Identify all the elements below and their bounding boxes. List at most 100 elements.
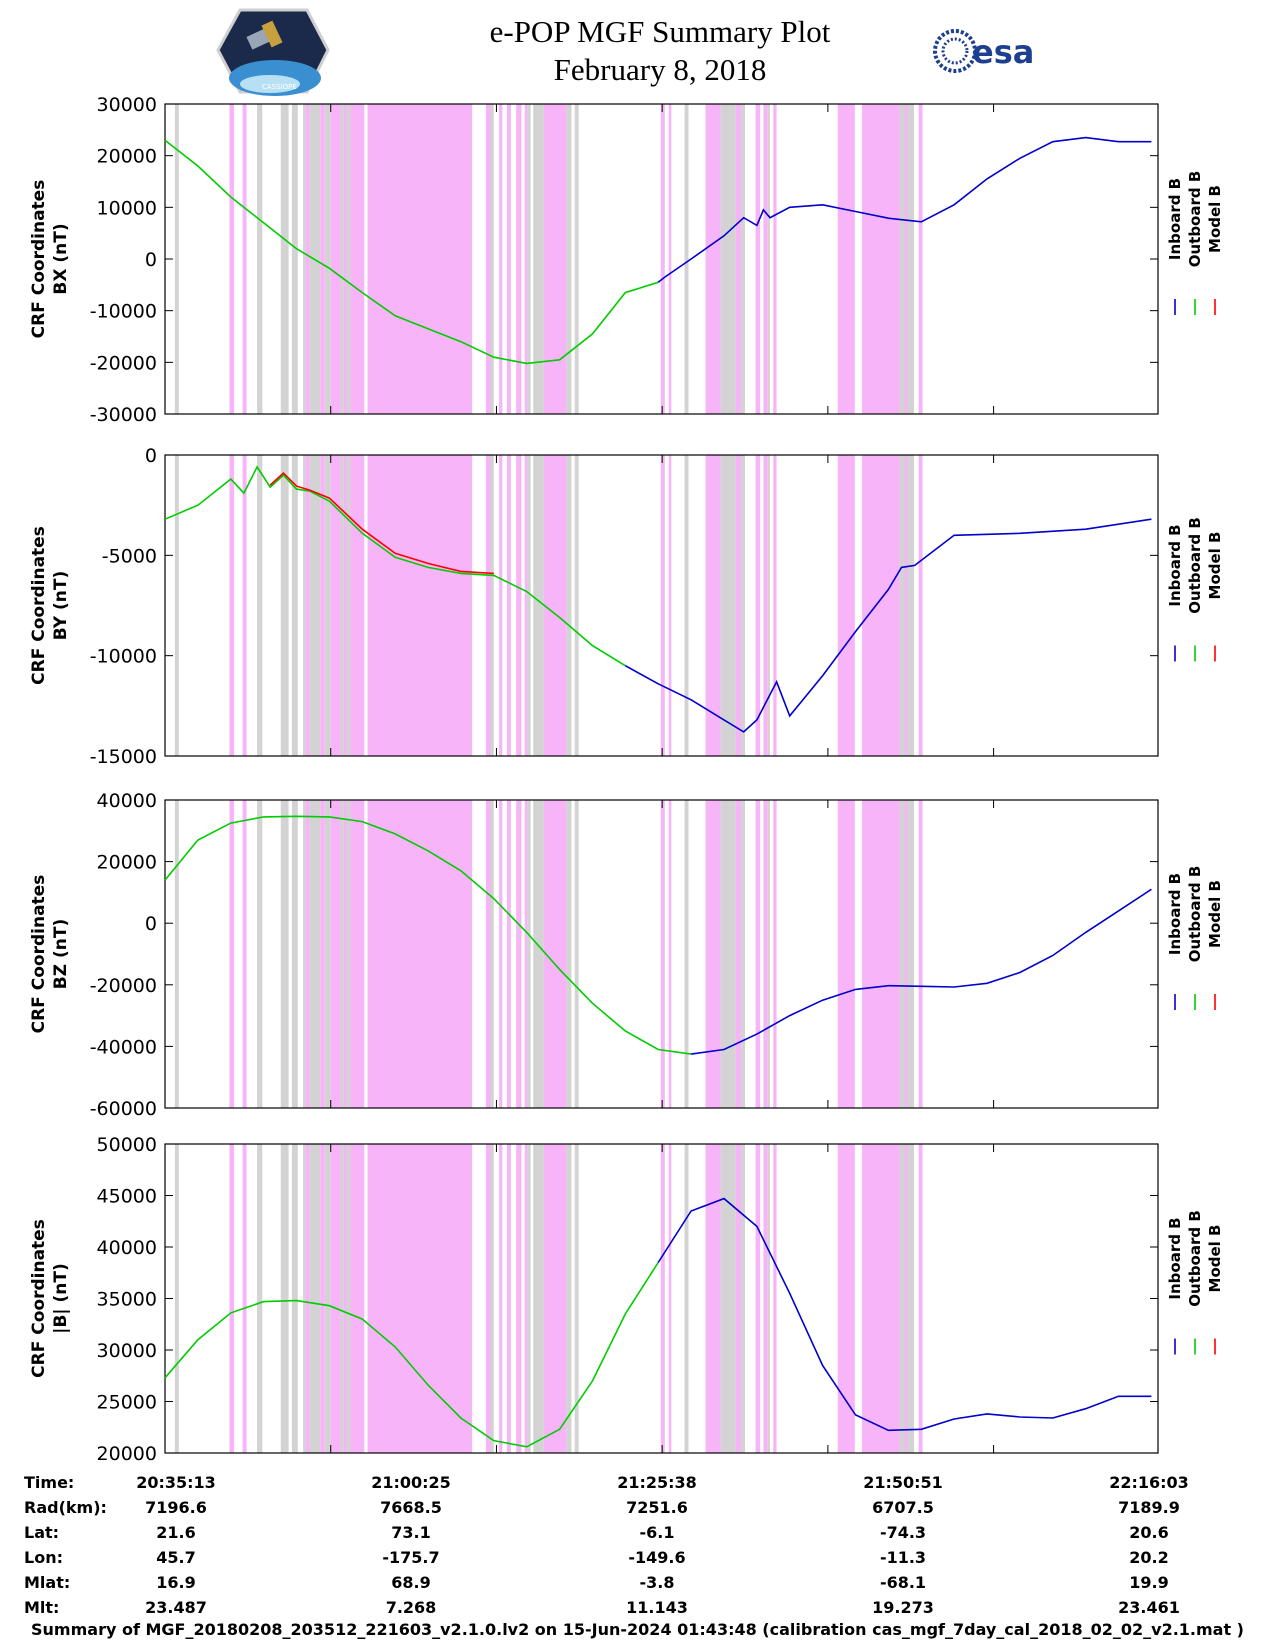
pink-band — [543, 104, 567, 414]
pink-band — [350, 455, 365, 756]
pink-band — [660, 104, 665, 414]
y-tick-label: 30000 — [97, 1340, 157, 1362]
gray-band — [684, 104, 689, 414]
pink-band — [367, 455, 473, 756]
info-value: 16.9 — [156, 1573, 195, 1592]
info-value: 21.6 — [156, 1523, 195, 1542]
panel-2: 0 -5000 -10000 -15000 CRF Coordinates BY (nT)… — [29, 445, 1224, 768]
gray-band — [741, 455, 746, 756]
info-value: 21:50:51 — [863, 1473, 943, 1492]
gray-band — [574, 800, 579, 1108]
pink-band — [524, 1144, 528, 1453]
gray-band — [346, 1144, 351, 1453]
legend-label: Outboard B — [1186, 517, 1204, 614]
gray-band — [303, 1144, 306, 1453]
gray-band — [533, 1144, 544, 1453]
pink-band — [229, 104, 235, 414]
pink-band — [773, 455, 777, 756]
pink-band — [506, 104, 511, 414]
pink-band — [918, 104, 923, 414]
pink-band — [705, 1144, 721, 1453]
panel-1: 30000 20000 10000 0 -10000 -20000 -30000 CRF Co… — [29, 94, 1224, 426]
gray-band — [303, 455, 306, 756]
pink-band — [705, 104, 721, 414]
footer-caption: Summary of MGF_20180208_203512_221603_v2… — [31, 1620, 1244, 1639]
pink-band — [668, 104, 672, 414]
gray-band — [257, 800, 263, 1108]
gray-band — [291, 800, 298, 1108]
plot-frame — [164, 454, 1159, 757]
gray-band — [767, 800, 771, 1108]
pink-band — [516, 104, 522, 414]
pink-band — [506, 800, 511, 1108]
pink-band — [485, 800, 491, 1108]
y-tick-label: 10000 — [97, 197, 157, 219]
gray-band — [741, 800, 746, 1108]
pink-band — [668, 455, 672, 756]
info-value: 23.487 — [145, 1598, 207, 1615]
series-line-model-b — [269, 471, 494, 575]
pink-band — [773, 104, 777, 414]
info-value: 7189.9 — [1118, 1498, 1180, 1517]
pink-band — [330, 104, 341, 414]
pink-band — [350, 1144, 365, 1453]
pink-band — [506, 1144, 511, 1453]
pink-band — [343, 455, 347, 756]
info-value: 7.268 — [386, 1598, 437, 1615]
pink-band — [330, 1144, 341, 1453]
pink-band — [516, 455, 522, 756]
pink-band — [305, 455, 310, 756]
y-axis-label-line: CRF Coordinates — [29, 180, 49, 339]
pink-band — [862, 800, 900, 1108]
pink-band — [305, 800, 310, 1108]
info-value: 7668.5 — [380, 1498, 442, 1517]
gray-band — [309, 800, 321, 1108]
pink-band — [904, 800, 908, 1108]
gray-band — [720, 455, 736, 756]
gray-band — [684, 1144, 689, 1453]
pink-band — [904, 455, 908, 756]
gray-band — [174, 455, 179, 756]
pink-band — [516, 1144, 522, 1453]
gray-band — [490, 455, 494, 756]
pink-band — [755, 1144, 761, 1453]
pink-band — [660, 800, 665, 1108]
gray-band — [566, 104, 572, 414]
info-value: -11.3 — [880, 1548, 926, 1567]
info-value: 7251.6 — [626, 1498, 688, 1517]
y-tick-label: 20000 — [97, 852, 157, 874]
legend-label: Outboard B — [1186, 866, 1204, 963]
series-line-outboard-b — [164, 139, 659, 365]
gray-band — [257, 455, 263, 756]
series-line-outboard-b — [164, 815, 692, 1055]
pink-band — [705, 800, 721, 1108]
series-line-outboard-b — [164, 465, 626, 667]
gray-band — [346, 455, 351, 756]
gray-band — [280, 455, 289, 756]
y-tick-label: 30000 — [97, 94, 157, 116]
pink-band — [837, 800, 855, 1108]
y-tick-label: 35000 — [97, 1289, 157, 1311]
info-value: 7196.6 — [145, 1498, 207, 1517]
pink-band — [343, 1144, 347, 1453]
pink-band — [350, 800, 365, 1108]
pink-band — [755, 104, 761, 414]
info-row-label: Time: — [24, 1473, 74, 1492]
pink-band — [543, 455, 567, 756]
legend-label: Model B — [1206, 185, 1224, 253]
y-tick-label: 25000 — [97, 1392, 157, 1414]
gray-band — [684, 800, 689, 1108]
y-tick-label: 45000 — [97, 1186, 157, 1208]
pink-band — [735, 800, 742, 1108]
pink-band — [330, 800, 341, 1108]
pink-band — [367, 1144, 473, 1453]
pink-band — [755, 800, 761, 1108]
gray-band — [566, 455, 572, 756]
pink-band — [763, 800, 768, 1108]
gray-band — [309, 1144, 321, 1453]
y-tick-label: -60000 — [90, 1098, 157, 1120]
y-tick-label: 0 — [145, 249, 157, 271]
y-tick-label: -20000 — [90, 352, 157, 374]
info-value: -3.8 — [640, 1573, 675, 1592]
pink-band — [918, 455, 923, 756]
